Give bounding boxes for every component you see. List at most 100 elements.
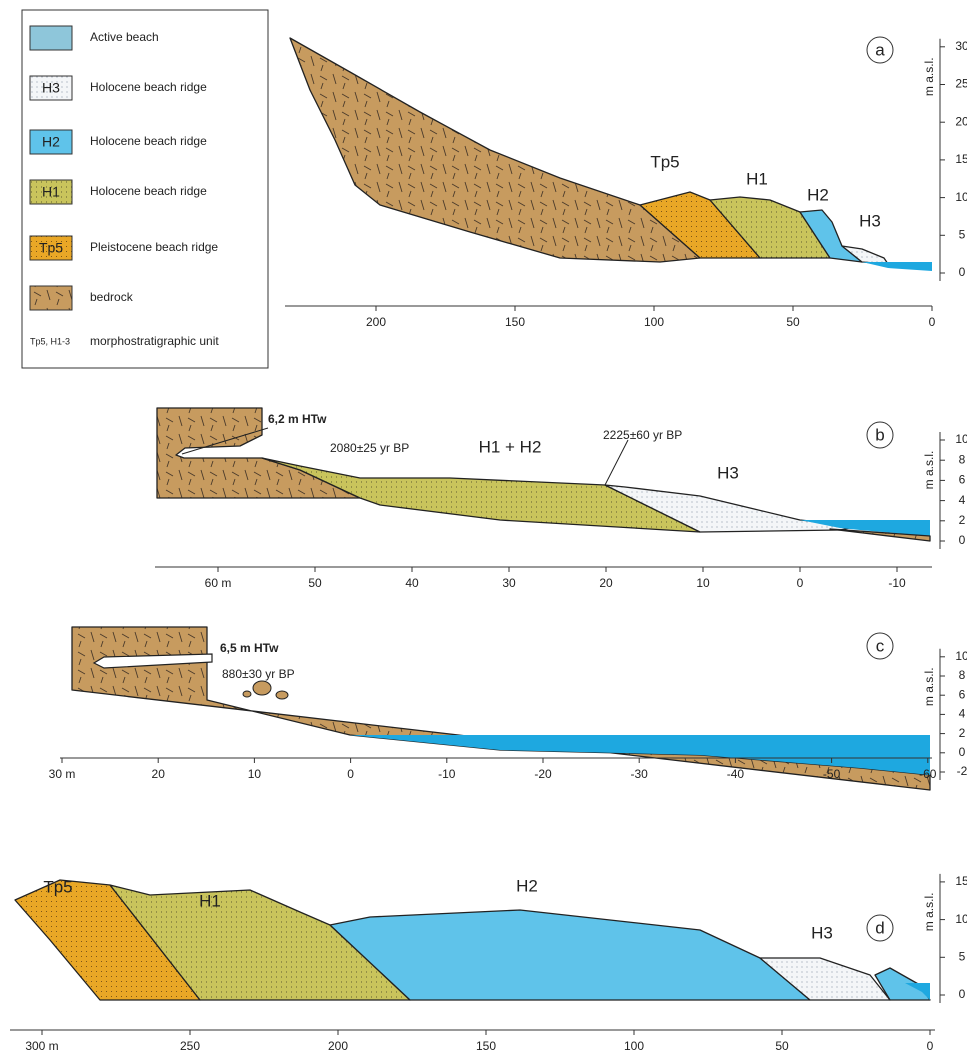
unit-label: Tp5 bbox=[43, 877, 72, 896]
y-tick-label: 10 bbox=[955, 190, 967, 204]
x-tick-label: 40 bbox=[405, 576, 419, 590]
profile-c: 6,5 m HTw 880±30 yr BP bbox=[72, 627, 930, 790]
x-tick-label: 250 bbox=[180, 1039, 200, 1053]
x-tick-label: 200 bbox=[328, 1039, 348, 1053]
x-tick-label: 100 bbox=[644, 315, 664, 329]
legend-label: bedrock bbox=[90, 290, 134, 304]
x-tick-label: 150 bbox=[476, 1039, 496, 1053]
active-beach bbox=[862, 262, 932, 271]
x-tick-label: -10 bbox=[438, 767, 456, 781]
y-tick-label: 2 bbox=[959, 726, 966, 740]
x-tick-label: 0 bbox=[929, 315, 936, 329]
y-axis-label: m a.s.l. bbox=[922, 451, 936, 490]
x-tick-label: 200 bbox=[366, 315, 386, 329]
y-tick-label: 10 bbox=[955, 432, 967, 446]
profile-a: Tp5 H1 H2 H3 bbox=[290, 38, 932, 271]
legend-symbol: H2 bbox=[42, 134, 60, 150]
figure: H3 H2 H1 Tp5 Active beach Holocene beach… bbox=[0, 0, 967, 1056]
x-tick-label: 20 bbox=[152, 767, 166, 781]
h2-unit bbox=[330, 910, 810, 1000]
legend-symbol: H3 bbox=[42, 80, 60, 96]
legend-symbol: Tp5 bbox=[39, 240, 63, 256]
legend: H3 H2 H1 Tp5 Active beach Holocene beach… bbox=[22, 10, 268, 368]
y-tick-label: 2 bbox=[959, 513, 966, 527]
y-tick-label: 8 bbox=[959, 452, 966, 466]
unit-label: H3 bbox=[717, 463, 739, 482]
y-tick-label: 0 bbox=[959, 265, 966, 279]
annotation: 2225±60 yr BP bbox=[603, 428, 682, 442]
y-tick-label: 15 bbox=[955, 874, 967, 888]
legend-note: morphostratigraphic unit bbox=[90, 334, 219, 348]
x-tick-label: -10 bbox=[888, 576, 906, 590]
unit-label: H1 bbox=[199, 891, 221, 910]
x-tick-label: 50 bbox=[786, 315, 800, 329]
y-tick-label: 0 bbox=[959, 533, 966, 547]
legend-label: Holocene beach ridge bbox=[90, 80, 207, 94]
x-tick-label: 60 m bbox=[205, 576, 232, 590]
x-tick-label: 20 bbox=[599, 576, 613, 590]
y-axis-label: m a.s.l. bbox=[922, 57, 936, 96]
x-tick-label: 50 bbox=[775, 1039, 789, 1053]
unit-label: H3 bbox=[859, 211, 881, 230]
x-tick-label: 0 bbox=[927, 1039, 934, 1053]
y-tick-label: 10 bbox=[955, 912, 967, 926]
x-tick-label: -20 bbox=[534, 767, 552, 781]
boulder bbox=[276, 691, 288, 699]
x-tick-label: 0 bbox=[347, 767, 354, 781]
y-axis-label: m a.s.l. bbox=[922, 893, 936, 932]
legend-swatch bbox=[30, 26, 72, 50]
unit-label: Tp5 bbox=[650, 152, 679, 171]
panel-letter: c bbox=[876, 636, 885, 655]
profile-d: Tp5 H1 H2 H3 bbox=[15, 876, 930, 1000]
legend-note-symbol: Tp5, H1-3 bbox=[30, 336, 70, 346]
x-tick-label: 10 bbox=[248, 767, 262, 781]
y-tick-label: 6 bbox=[959, 473, 966, 487]
y-tick-label: 20 bbox=[955, 114, 967, 128]
x-tick-label: 150 bbox=[505, 315, 525, 329]
bedrock bbox=[72, 627, 930, 790]
panel-letter: d bbox=[875, 918, 884, 937]
annotation: 880±30 yr BP bbox=[222, 667, 295, 681]
panel-letter: a bbox=[875, 40, 885, 59]
x-tick-label: -60 bbox=[919, 767, 937, 781]
x-tick-label: 10 bbox=[696, 576, 710, 590]
x-tick-label: -50 bbox=[823, 767, 841, 781]
leader-line bbox=[605, 440, 628, 485]
legend-swatch bbox=[30, 286, 72, 310]
y-tick-label: -2 bbox=[957, 764, 967, 778]
boulder bbox=[243, 691, 251, 697]
unit-label: H1 bbox=[746, 169, 768, 188]
x-tick-label: 100 bbox=[624, 1039, 644, 1053]
boulder bbox=[253, 681, 271, 695]
x-tick-label: 30 m bbox=[49, 767, 76, 781]
legend-label: Active beach bbox=[90, 30, 159, 44]
annotation: 6,5 m HTw bbox=[220, 641, 279, 655]
bedrock bbox=[290, 38, 700, 262]
panel-letter: b bbox=[875, 425, 884, 444]
unit-label: H3 bbox=[811, 923, 833, 942]
x-tick-label: -40 bbox=[727, 767, 745, 781]
legend-symbol: H1 bbox=[42, 184, 60, 200]
unit-label: H1 + H2 bbox=[479, 437, 542, 456]
y-tick-label: 25 bbox=[955, 77, 967, 91]
annotation: 6,2 m HTw bbox=[268, 412, 327, 426]
unit-label: H2 bbox=[516, 876, 538, 895]
x-tick-label: -30 bbox=[631, 767, 649, 781]
x-tick-label: 30 bbox=[502, 576, 516, 590]
annotation: 2080±25 yr BP bbox=[330, 441, 409, 455]
y-axis-label: m a.s.l. bbox=[922, 667, 936, 706]
legend-label: Holocene beach ridge bbox=[90, 184, 207, 198]
legend-label: Holocene beach ridge bbox=[90, 134, 207, 148]
y-tick-label: 5 bbox=[959, 227, 966, 241]
x-tick-label: 300 m bbox=[25, 1039, 58, 1053]
y-tick-label: 15 bbox=[955, 152, 967, 166]
y-tick-label: 4 bbox=[959, 707, 966, 721]
y-tick-label: 8 bbox=[959, 668, 966, 682]
y-tick-label: 5 bbox=[959, 949, 966, 963]
unit-label: H2 bbox=[807, 185, 829, 204]
x-tick-label: 0 bbox=[797, 576, 804, 590]
y-tick-label: 0 bbox=[959, 745, 966, 759]
y-tick-label: 4 bbox=[959, 493, 966, 507]
legend-label: Pleistocene beach ridge bbox=[90, 240, 218, 254]
y-tick-label: 30 bbox=[955, 39, 967, 53]
